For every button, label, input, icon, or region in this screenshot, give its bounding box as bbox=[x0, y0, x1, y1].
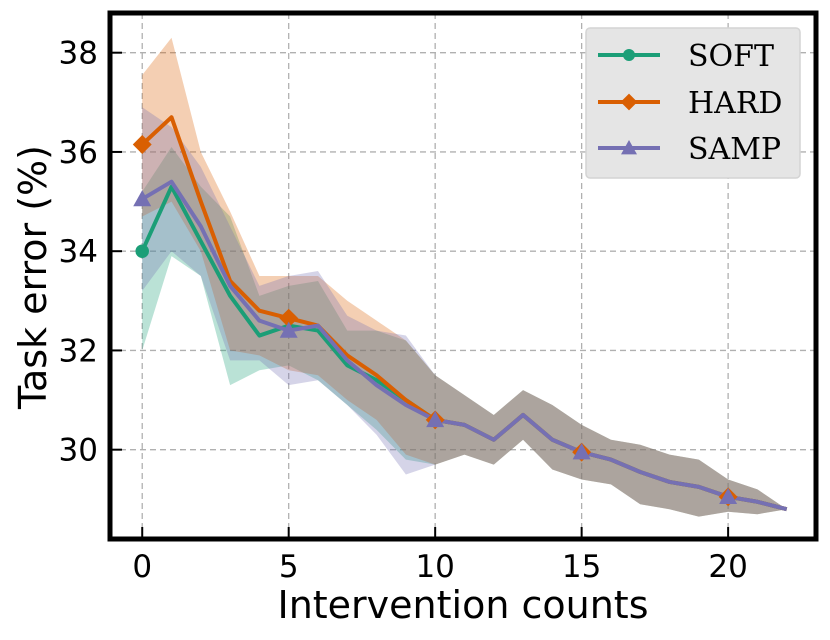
hard-point bbox=[279, 308, 299, 328]
plot-frame bbox=[107, 10, 819, 542]
legend-soft-marker bbox=[623, 49, 635, 61]
x-tick-label: 5 bbox=[279, 549, 299, 585]
samp-legend-glyph bbox=[621, 140, 637, 155]
legend-samp-label: SAMP bbox=[688, 132, 781, 167]
legend-hard-label: HARD bbox=[688, 86, 782, 121]
samp-point bbox=[719, 487, 738, 505]
grid-lines bbox=[110, 13, 816, 539]
y-tick-label: 38 bbox=[59, 36, 98, 72]
y-tick-label: 36 bbox=[59, 135, 98, 171]
series-lines bbox=[140, 115, 788, 512]
legend-samp-marker bbox=[621, 140, 637, 155]
soft-legend-glyph bbox=[623, 49, 635, 61]
samp-point bbox=[572, 443, 591, 460]
samp-point bbox=[279, 321, 298, 338]
soft-point bbox=[135, 244, 149, 258]
legend: SOFT HARD SAMP bbox=[585, 27, 801, 179]
legend-box bbox=[585, 27, 801, 179]
y-tick-label: 30 bbox=[59, 433, 98, 469]
x-axis-label: Intervention counts bbox=[277, 583, 648, 627]
hard-point bbox=[132, 135, 152, 154]
samp-point bbox=[426, 410, 445, 428]
y-tick-label: 34 bbox=[59, 234, 98, 270]
x-tick-label: 0 bbox=[132, 549, 152, 585]
y-axis-label: Task error (%) bbox=[11, 145, 55, 410]
legend-hard-marker bbox=[620, 93, 638, 111]
x-tick-label: 15 bbox=[562, 549, 601, 585]
series-markers bbox=[132, 135, 738, 507]
axis-ticks: 0 5 10 15 20 30 32 34 36 38 bbox=[59, 36, 748, 585]
samp-point bbox=[133, 190, 152, 207]
x-tick-label: 20 bbox=[708, 549, 747, 585]
y-tick-label: 32 bbox=[59, 333, 98, 369]
samp-line bbox=[141, 179, 788, 512]
hard-band bbox=[142, 37, 787, 517]
legend-soft-label: SOFT bbox=[688, 39, 774, 74]
x-tick-label: 10 bbox=[415, 549, 454, 585]
hard-legend-glyph bbox=[620, 93, 638, 111]
